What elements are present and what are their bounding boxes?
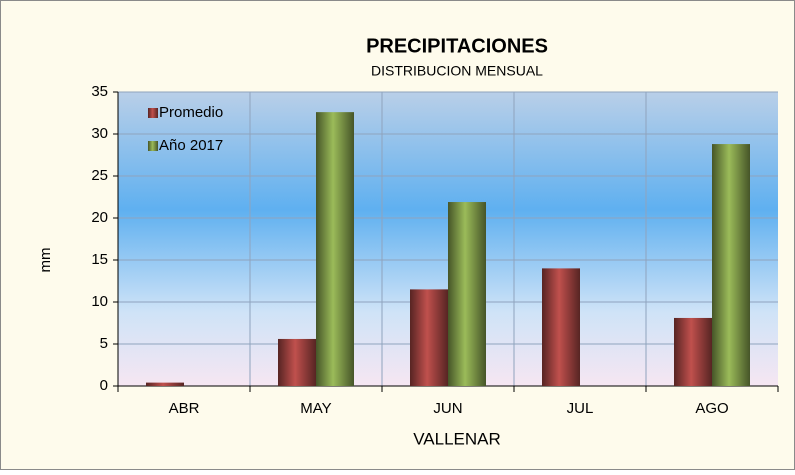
bar (316, 112, 354, 386)
x-axis-title: VALLENAR (413, 429, 501, 448)
x-tick-label: MAY (300, 400, 331, 417)
legend-label: Promedio (159, 104, 223, 121)
x-tick-label: ABR (169, 400, 200, 417)
chart-title: PRECIPITACIONES (366, 35, 548, 57)
y-tick-label: 10 (91, 293, 108, 310)
y-tick-label: 0 (100, 377, 108, 394)
bar (448, 202, 486, 386)
chart-subtitle: DISTRIBUCION MENSUAL (371, 63, 543, 79)
x-tick-label: JUN (433, 400, 462, 417)
y-axis-title: mm (37, 248, 54, 273)
y-tick-label: 30 (91, 125, 108, 142)
y-tick-label: 5 (100, 335, 108, 352)
bar (146, 382, 184, 386)
x-tick-label: JUL (567, 400, 594, 417)
bar (674, 317, 712, 386)
bar (278, 338, 316, 386)
y-tick-label: 35 (91, 83, 108, 100)
legend-label: Año 2017 (159, 137, 223, 154)
legend-swatch-shade (148, 108, 158, 118)
bar (542, 268, 580, 386)
y-tick-label: 25 (91, 167, 108, 184)
bar (410, 289, 448, 386)
legend-swatch-shade (148, 141, 158, 151)
y-tick-label: 20 (91, 209, 108, 226)
bar (712, 144, 750, 386)
x-tick-label: AGO (695, 400, 728, 417)
y-tick-label: 15 (91, 251, 108, 268)
